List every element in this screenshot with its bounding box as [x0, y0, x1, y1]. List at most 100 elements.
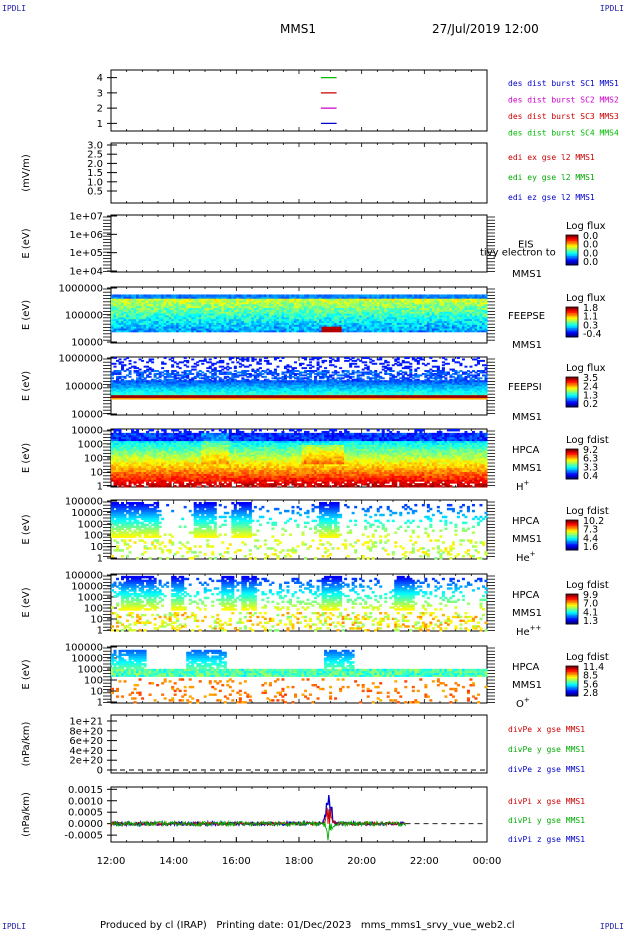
heatmap-cell: [198, 298, 202, 301]
heatmap-cell: [391, 298, 395, 301]
heatmap-cell: [216, 326, 220, 329]
heatmap-cell: [394, 329, 398, 333]
heatmap-cell: [349, 298, 353, 301]
heatmap-cell: [211, 322, 215, 325]
heatmap-cell: [201, 303, 205, 307]
heatmap-cell: [228, 316, 232, 320]
heatmap-cell: [273, 315, 277, 318]
heatmap-cell: [191, 372, 195, 375]
heatmap-cell: [359, 294, 363, 297]
heatmap-cell: [309, 326, 313, 329]
heatmap-cell: [326, 320, 330, 323]
heatmap-cell: [178, 328, 182, 331]
heatmap-cell: [113, 309, 117, 312]
heatmap-cell: [309, 316, 313, 320]
heatmap-cell: [181, 303, 185, 307]
heatmap-cell: [309, 318, 313, 322]
heatmap-cell: [374, 316, 378, 320]
y-tick-label: 1e+05: [69, 248, 103, 259]
heatmap-cell: [218, 309, 222, 312]
heatmap-cell: [121, 300, 125, 303]
heatmap-cell: [151, 358, 155, 361]
heatmap-cell: [356, 296, 360, 299]
heatmap-cell: [191, 309, 195, 312]
heatmap-cell: [136, 300, 140, 303]
heatmap-cell: [389, 311, 393, 314]
heatmap-cell: [339, 326, 343, 329]
heatmap-cell: [143, 326, 147, 329]
heatmap-cell: [121, 318, 125, 322]
legend-entry: edi ex gse l2 MMS1: [508, 153, 595, 162]
heatmap-cell: [208, 358, 212, 361]
heatmap-cell: [354, 318, 358, 322]
heatmap-cell: [158, 318, 162, 322]
heatmap-cell: [121, 298, 125, 301]
heatmap-cell: [223, 305, 227, 309]
heatmap-cell: [394, 311, 398, 314]
heatmap-cell: [316, 305, 320, 309]
heatmap-cell: [329, 305, 333, 309]
heatmap-cell: [253, 313, 257, 316]
heatmap-cell: [116, 309, 120, 312]
heatmap-cell: [334, 296, 338, 299]
heatmap-cell: [299, 309, 303, 312]
heatmap-cell: [293, 301, 297, 305]
heatmap-cell: [256, 316, 260, 320]
heatmap-cell: [273, 368, 277, 371]
heatmap-cell: [111, 307, 115, 310]
heatmap-cell: [359, 326, 363, 329]
heatmap-cell: [236, 324, 240, 327]
heatmap-cell: [273, 326, 277, 329]
heatmap-cell: [218, 300, 222, 303]
heatmap-cell: [196, 318, 200, 322]
heatmap-cell: [143, 315, 147, 318]
heatmap-cell: [176, 301, 180, 305]
heatmap-cell: [213, 296, 217, 299]
heatmap-cell: [218, 307, 222, 310]
heatmap-cell: [221, 296, 225, 299]
heatmap-cell: [198, 329, 202, 333]
heatmap-cell: [233, 311, 237, 314]
heatmap-cell: [226, 301, 230, 305]
heatmap-cell: [156, 298, 160, 301]
heatmap-cell: [296, 329, 300, 333]
heatmap-cell: [293, 307, 297, 310]
heatmap-cell: [196, 316, 200, 320]
heatmap-cell: [136, 301, 140, 305]
heatmap-cell: [361, 316, 365, 320]
heatmap-cell: [354, 303, 358, 307]
heatmap-cell: [394, 307, 398, 310]
heatmap-cell: [309, 315, 313, 318]
heatmap-cell: [349, 307, 353, 310]
heatmap-cell: [291, 324, 295, 327]
heatmap-cell: [319, 298, 323, 301]
heatmap-cell: [246, 309, 250, 312]
heatmap-cell: [384, 322, 388, 325]
heatmap-cell: [226, 311, 230, 314]
heatmap-cell: [226, 329, 230, 333]
heatmap-cell: [283, 318, 287, 322]
heatmap-cell: [233, 320, 237, 323]
heatmap-cell: [288, 328, 292, 331]
heatmap-cell: [271, 307, 275, 310]
heatmap-cell: [288, 313, 292, 316]
heatmap-cell: [156, 303, 160, 307]
heatmap-cell: [381, 324, 385, 327]
heatmap-cell: [389, 328, 393, 331]
heatmap-cell: [349, 320, 353, 323]
heatmap-cell: [374, 305, 378, 309]
heatmap-cell: [306, 318, 310, 322]
heatmap-cell: [128, 362, 132, 365]
heatmap-cell: [121, 301, 125, 305]
heatmap-cell: [171, 357, 175, 359]
heatmap-cell: [306, 309, 310, 312]
heatmap-cell: [211, 309, 215, 312]
colorbar-swatch: [566, 257, 578, 260]
heatmap-cell: [231, 329, 235, 333]
heatmap-cell: [153, 328, 157, 331]
heatmap-cell: [176, 296, 180, 299]
heatmap-cell: [126, 294, 130, 297]
heatmap-cell: [143, 329, 147, 333]
heatmap-cell: [391, 328, 395, 331]
heatmap-cell: [324, 315, 328, 318]
